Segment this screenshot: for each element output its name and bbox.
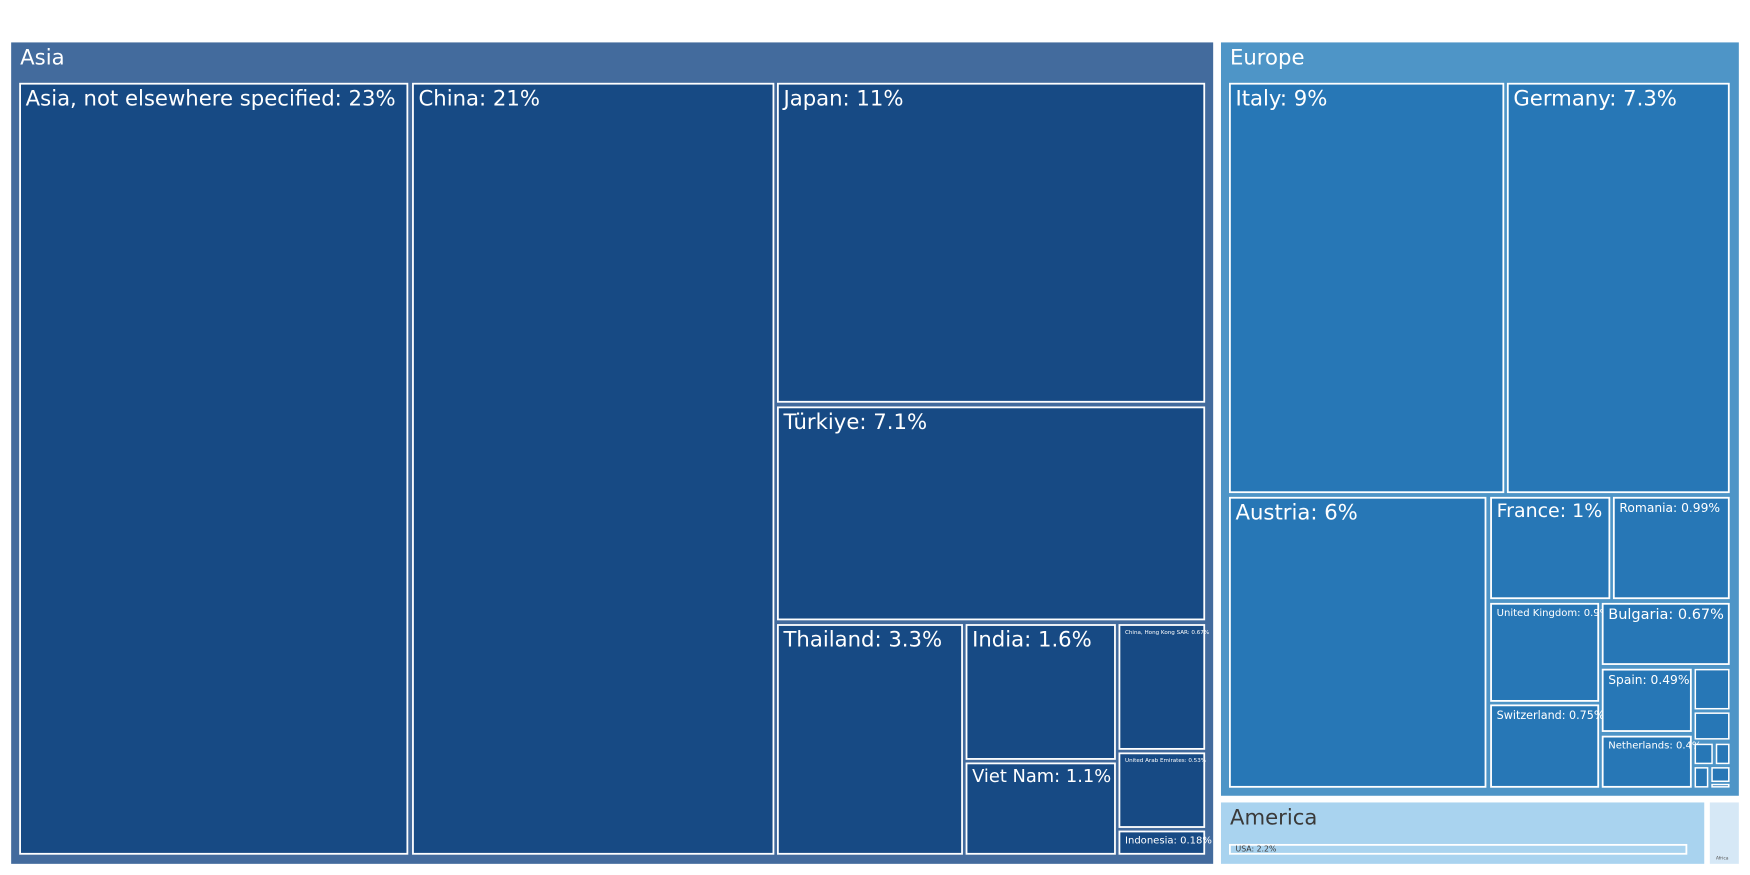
cell-label: Japan: 11% xyxy=(781,85,903,110)
group-box xyxy=(1709,802,1739,864)
cell xyxy=(1601,735,1692,788)
cell-label: Spain: 0.49% xyxy=(1608,673,1689,687)
cell-label: USA: 2.2% xyxy=(1235,845,1276,854)
cell-label: Thailand: 3.3% xyxy=(782,627,942,652)
small-cell xyxy=(1694,743,1713,765)
cell xyxy=(1118,752,1206,828)
cell-label: China: 21% xyxy=(419,85,541,110)
cell-label: Germany: 7.3% xyxy=(1513,85,1677,110)
cell xyxy=(1229,82,1505,494)
small-cell xyxy=(1711,767,1730,782)
small-cell xyxy=(1694,712,1730,740)
cell xyxy=(965,762,1116,855)
cell xyxy=(1229,843,1688,855)
cell xyxy=(19,82,409,855)
cell-label: Asia, not elsewhere specified: 23% xyxy=(26,85,396,110)
cell-label: Italy: 9% xyxy=(1235,85,1327,110)
cell xyxy=(1118,830,1206,855)
small-cell xyxy=(1711,783,1730,788)
small-cell xyxy=(1715,743,1730,765)
cell-label: Netherlands: 0.4% xyxy=(1608,741,1701,752)
cell xyxy=(777,624,963,855)
cell-label: United Arab Emirates: 0.53% xyxy=(1125,758,1206,764)
cell xyxy=(777,406,1206,621)
cell-label: Romania: 0.99% xyxy=(1619,501,1720,515)
cell-label: United Kingdom: 0.9% xyxy=(1497,608,1610,619)
cell xyxy=(1490,602,1600,702)
cell xyxy=(1490,704,1600,788)
cell xyxy=(965,624,1116,760)
small-cell xyxy=(1694,668,1730,710)
group-label: Europe xyxy=(1230,44,1305,69)
small-cell xyxy=(1694,767,1709,788)
cell-label: China, Hong Kong SAR: 0.67% xyxy=(1125,630,1209,636)
group-label: America xyxy=(1230,804,1317,829)
cell xyxy=(777,82,1206,403)
cell-label: Indonesia: 0.18% xyxy=(1125,835,1212,846)
cell xyxy=(1506,82,1730,494)
group-label: Africa xyxy=(1716,856,1729,862)
cell xyxy=(1601,668,1692,732)
cell xyxy=(1229,496,1487,788)
cell-label: Switzerland: 0.75% xyxy=(1497,709,1605,722)
cell-label: Viet Nam: 1.1% xyxy=(972,766,1111,787)
cell xyxy=(1490,496,1611,600)
cell xyxy=(1118,624,1206,750)
cell-label: Türkiye: 7.1% xyxy=(782,409,927,434)
group-label: Asia xyxy=(20,44,64,69)
cell-label: India: 1.6% xyxy=(972,627,1092,652)
cell xyxy=(1612,496,1730,600)
cell xyxy=(1601,602,1730,665)
cell-label: Austria: 6% xyxy=(1235,499,1357,524)
cell-label: Bulgaria: 0.67% xyxy=(1608,607,1724,623)
cell-label: France: 1% xyxy=(1497,500,1603,522)
cell xyxy=(412,82,775,855)
